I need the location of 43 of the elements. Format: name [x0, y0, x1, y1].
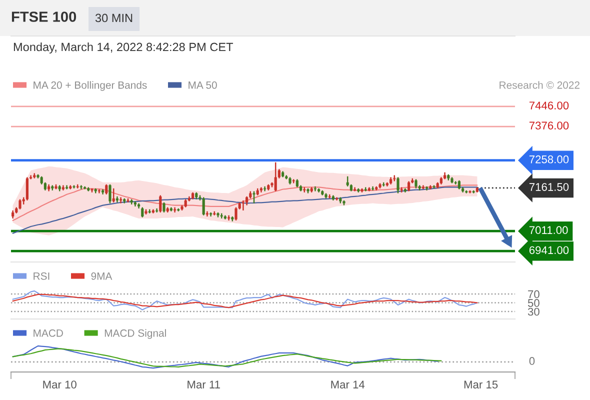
candlestick	[156, 208, 158, 214]
candlestick	[141, 206, 144, 218]
candlestick	[414, 178, 418, 190]
ref-line-label: 0	[529, 357, 535, 365]
chart-title: FTSE 100	[12, 12, 76, 22]
legend-label: MA 50	[188, 81, 217, 89]
legend-label: RSI	[34, 272, 50, 280]
candlestick	[242, 200, 244, 212]
line-series	[12, 294, 478, 308]
legend-label: MACD Signal	[104, 329, 166, 339]
candlestick	[202, 196, 205, 216]
candlestick	[105, 184, 108, 196]
x-tick-label: Mar 15	[464, 380, 498, 388]
x-tick-label: Mar 10	[43, 380, 76, 388]
legend-label: MA 20 + Bollinger Bands	[34, 81, 147, 91]
candlestick	[252, 190, 256, 204]
ref-line-label: 7011.00	[529, 226, 568, 234]
ref-line-label: 7446.00	[529, 102, 569, 110]
y-tick-label: 50	[528, 299, 540, 307]
x-tick-label: Mar 14	[331, 380, 365, 388]
candlestick	[159, 194, 162, 214]
legend-label: MACD	[34, 329, 63, 337]
candlestick	[112, 188, 115, 204]
text: Monday, March 14, 2022 8:42:28 PM CET	[14, 42, 233, 54]
candlestick	[162, 202, 166, 214]
ref-line-label: 6941.00	[529, 246, 569, 254]
line-series	[12, 290, 478, 310]
annotation: Research © 2022	[500, 81, 580, 89]
y-tick-label: 30	[528, 308, 540, 316]
ref-line-label: 7258.00	[529, 155, 569, 164]
x-tick-label: Mar 11	[188, 380, 220, 388]
text: 30 MIN	[95, 14, 132, 22]
legend-label: 9MA	[91, 272, 112, 280]
ref-line-label: 7376.00	[529, 122, 569, 130]
y-tick-label: 70	[528, 290, 540, 298]
candlestick	[396, 176, 400, 194]
candlestick	[26, 176, 28, 202]
ref-line-label: 7161.50	[529, 183, 569, 191]
candlestick	[18, 198, 22, 210]
candlestick	[234, 206, 238, 222]
candlestick	[108, 184, 112, 204]
candlestick	[408, 180, 410, 192]
candlestick	[274, 162, 277, 192]
